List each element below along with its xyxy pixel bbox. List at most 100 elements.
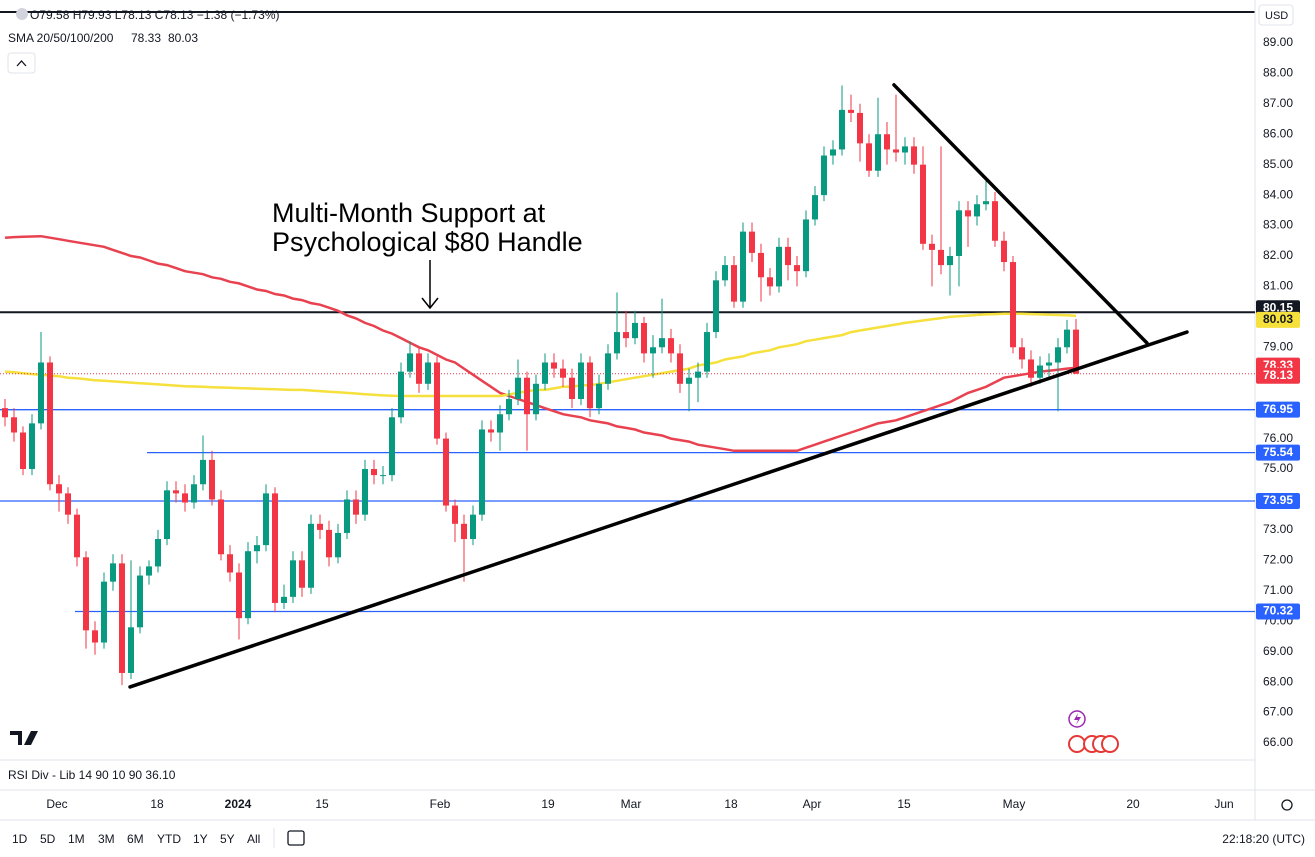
candle-body <box>434 362 440 439</box>
candle-body <box>362 469 368 515</box>
candle-body <box>371 469 377 476</box>
candle-body <box>560 368 566 378</box>
candle-body <box>884 134 890 150</box>
sma-red-value: 78.33 <box>131 31 161 45</box>
y-tick-label: 88.00 <box>1263 66 1293 80</box>
flag-icons[interactable] <box>1068 735 1119 753</box>
candle-body <box>947 255 953 266</box>
range-button[interactable]: 1M <box>68 832 85 846</box>
price-tag-label: 80.15 <box>1263 300 1293 314</box>
candle-body <box>596 383 602 409</box>
y-tick-label: 81.00 <box>1263 279 1293 293</box>
candle-body <box>1055 347 1061 363</box>
candle-body <box>56 484 62 494</box>
candle-body <box>209 459 215 500</box>
candle-body <box>191 484 197 503</box>
plot-area <box>0 83 1255 689</box>
candle-body <box>983 201 989 205</box>
candle-body <box>443 438 449 506</box>
candle-body <box>272 493 278 603</box>
candle-body <box>1001 240 1007 263</box>
annotation-line-2: Psychological $80 Handle <box>272 227 583 257</box>
y-tick-label: 85.00 <box>1263 157 1293 171</box>
candle-body <box>578 362 584 400</box>
range-button[interactable]: YTD <box>157 832 181 846</box>
candle-body <box>173 490 179 494</box>
candle-body <box>605 353 611 384</box>
candle-body <box>614 332 620 354</box>
candle-body <box>920 164 926 244</box>
range-button[interactable]: 5D <box>40 832 56 846</box>
candle-body <box>1046 362 1052 366</box>
annotation-arrowhead <box>421 297 439 310</box>
candle-body <box>137 575 143 628</box>
x-tick-label: Mar <box>621 797 642 811</box>
candle-body <box>155 539 161 567</box>
candle-body <box>524 377 530 415</box>
y-tick-label: 68.00 <box>1263 674 1293 688</box>
candle-body <box>164 490 170 540</box>
candle-body <box>200 459 206 485</box>
x-tick-label: 15 <box>315 797 329 811</box>
candle-body <box>839 109 845 150</box>
candle-body <box>92 630 98 643</box>
candle-body <box>281 596 287 603</box>
range-button[interactable]: 1Y <box>193 832 208 846</box>
y-tick-label: 82.00 <box>1263 248 1293 262</box>
candle-body <box>461 523 467 540</box>
flag <box>1068 735 1086 753</box>
candle-body <box>317 523 323 530</box>
price-tag <box>1256 444 1300 461</box>
x-tick-label: Dec <box>46 797 67 811</box>
candle-body <box>677 353 683 384</box>
y-tick-label: 79.00 <box>1263 339 1293 353</box>
flag <box>1101 735 1119 753</box>
candle-body <box>497 414 503 433</box>
range-button[interactable]: 5Y <box>220 832 235 846</box>
trendline <box>892 83 1149 345</box>
price-tag <box>1256 311 1300 328</box>
price-tag <box>1256 367 1300 384</box>
currency-button[interactable] <box>1258 4 1294 26</box>
price-tag <box>1256 603 1300 620</box>
range-button[interactable]: 6M <box>127 832 144 846</box>
candle-body <box>389 417 395 476</box>
candle-body <box>992 201 998 241</box>
collapse-button[interactable] <box>7 52 36 74</box>
settings-icon[interactable] <box>1281 799 1293 811</box>
y-tick-label: 73.00 <box>1263 522 1293 536</box>
y-tick-label: 76.00 <box>1263 431 1293 445</box>
candle-body <box>740 231 746 302</box>
range-button[interactable]: 3M <box>98 832 115 846</box>
calendar-icon[interactable] <box>287 830 305 846</box>
x-tick-label: 18 <box>150 797 164 811</box>
candle-body <box>236 572 242 619</box>
candle-body <box>902 146 908 153</box>
candle-body <box>20 432 26 470</box>
candle-body <box>227 554 233 573</box>
candle-body <box>668 338 674 354</box>
x-tick-label: 20 <box>1126 797 1140 811</box>
candle-body <box>821 155 827 196</box>
x-tick-label: Apr <box>803 797 822 811</box>
range-button[interactable]: All <box>247 832 260 846</box>
candle-body <box>848 109 854 113</box>
candle-body <box>731 265 737 302</box>
candle-body <box>38 362 44 424</box>
ohlc-legend: O79.58 H79.93 L78.13 C78.13 −1.38 (−1.73… <box>30 8 280 22</box>
collapse-icon <box>16 60 27 67</box>
range-button[interactable]: 1D <box>12 832 28 846</box>
symbol-icon <box>16 8 28 20</box>
y-tick-label: 89.00 <box>1263 35 1293 49</box>
candle-body <box>551 362 557 369</box>
candle-body <box>659 338 665 348</box>
price-tag-label: 76.95 <box>1263 402 1293 416</box>
candle-body <box>713 280 719 333</box>
candle-body <box>1019 347 1025 360</box>
price-tag-label: 78.13 <box>1263 368 1293 382</box>
candle-body <box>1028 359 1034 378</box>
candle-body <box>623 332 629 339</box>
y-tick-label: 83.00 <box>1263 218 1293 232</box>
event-icon[interactable] <box>1068 710 1086 728</box>
sma-line <box>4 312 1077 398</box>
